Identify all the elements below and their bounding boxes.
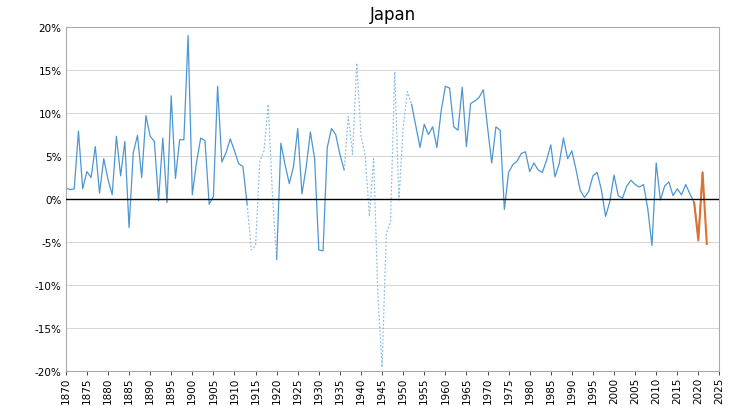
Title: Japan: Japan [369,6,415,23]
